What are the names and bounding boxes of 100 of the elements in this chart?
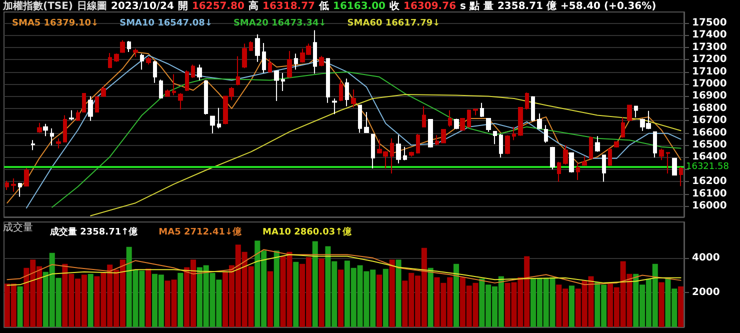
candlestick (108, 52, 112, 69)
candlestick (454, 118, 459, 130)
text: 收 (390, 1, 400, 12)
candlestick (345, 78, 349, 107)
candlestick (255, 34, 260, 62)
bar (146, 268, 152, 327)
text: 開 (178, 1, 188, 12)
candlestick (569, 152, 574, 173)
candlestick (371, 134, 375, 169)
y-tick-label: 16500 (692, 140, 727, 151)
candlestick (56, 138, 61, 149)
candlestick (589, 136, 593, 160)
candlestick (140, 53, 144, 70)
candlestick (409, 151, 414, 158)
candlestick (364, 111, 369, 133)
candlestick (249, 40, 253, 52)
bar (17, 286, 23, 327)
candlestick (595, 136, 600, 152)
candlestick (204, 80, 208, 115)
candlestick (358, 104, 362, 134)
text: SMA20 16473.34↓ (233, 18, 326, 28)
candlestick (390, 138, 394, 174)
bar (382, 268, 388, 327)
text: SMA10 16547.08↓ (120, 18, 212, 28)
candlestick (422, 106, 426, 128)
candlestick (37, 122, 42, 134)
candlestick (268, 58, 272, 73)
text: 低 (319, 1, 329, 12)
candlestick (281, 72, 285, 92)
y-tick-label: 16900 (692, 90, 727, 102)
chart-title: 加權指數(TSE) (3, 1, 73, 12)
bar (267, 271, 273, 327)
candlestick (602, 154, 606, 182)
candlestick (101, 86, 106, 97)
candlestick (69, 110, 74, 121)
text: +58.40 (+0.36%) (560, 1, 656, 12)
candlestick (63, 114, 67, 142)
candlestick (165, 88, 170, 97)
bar (389, 260, 395, 327)
candlestick (550, 146, 555, 170)
bar (274, 250, 280, 327)
y-tick-label: 17400 (692, 30, 727, 41)
y-tick-label: 2000 (692, 287, 720, 298)
candlestick (537, 113, 542, 130)
bar (396, 260, 402, 327)
candlestick (274, 70, 279, 102)
bar (376, 274, 382, 327)
candlestick (146, 56, 151, 65)
y-tick-label: 16200 (692, 176, 727, 188)
text: SMA5 16379.10↓ (12, 18, 99, 28)
text: 16257.80 (192, 1, 244, 12)
text: 16318.77 (262, 1, 315, 12)
y-tick-label: 16100 (692, 188, 727, 200)
candlestick (467, 109, 471, 128)
candlestick (518, 107, 523, 136)
candlestick (659, 148, 664, 161)
candlestick (563, 144, 568, 166)
bar (454, 264, 460, 327)
candlestick (159, 79, 163, 98)
text: 量 (483, 1, 494, 12)
candlestick (493, 130, 497, 145)
candlestick (242, 43, 247, 69)
candlestick (505, 134, 510, 155)
candlestick (332, 98, 337, 115)
bar (428, 268, 434, 327)
candlestick (185, 70, 189, 92)
y-tick-label: 17300 (692, 42, 727, 53)
text: MA5 2712.41↓億 (158, 226, 243, 238)
candlestick (50, 128, 54, 146)
candlestick (31, 140, 35, 151)
y-tick-label: 16400 (692, 152, 727, 163)
candlestick (576, 162, 580, 181)
text: s 點 (460, 1, 480, 12)
candlestick (217, 107, 221, 129)
candlestick (210, 115, 215, 134)
candlestick (531, 96, 535, 122)
candlestick (435, 134, 439, 146)
candlestick (627, 104, 632, 122)
candlestick (11, 178, 16, 192)
series-label: 成交量 2358.71↑億 (49, 226, 139, 238)
text: 16309.76 (404, 1, 456, 12)
candlestick (460, 118, 465, 132)
candlestick (653, 130, 657, 158)
candlestick (191, 64, 195, 78)
bar (658, 282, 664, 327)
candlestick (679, 166, 683, 187)
candlestick (18, 182, 22, 198)
candlestick (544, 124, 548, 144)
candlestick (82, 93, 86, 112)
text: SMA60 16617.79↓ (347, 18, 440, 28)
candlestick (614, 140, 619, 148)
candlestick (428, 118, 433, 148)
chart-subtitle: 日線圖 (77, 1, 107, 12)
candlestick (621, 116, 625, 138)
y-tick-label: 16700 (692, 115, 727, 126)
candlestick (114, 52, 119, 62)
candlestick (43, 123, 48, 137)
y-tick-label: 17100 (692, 66, 727, 78)
candlestick (294, 53, 298, 70)
text: 16163.00 (333, 1, 386, 12)
